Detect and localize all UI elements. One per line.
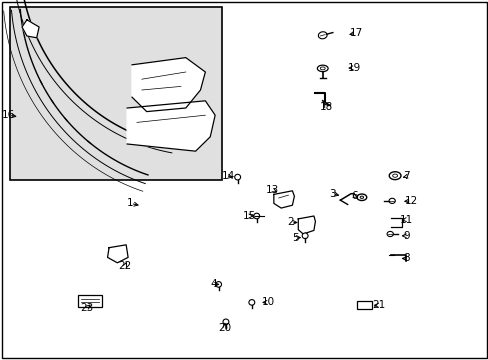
Text: 15: 15 (242, 211, 256, 221)
Polygon shape (127, 101, 215, 151)
Ellipse shape (253, 213, 259, 219)
Ellipse shape (234, 174, 240, 180)
Ellipse shape (317, 65, 327, 72)
Ellipse shape (215, 282, 221, 287)
Ellipse shape (320, 67, 325, 70)
Text: 6: 6 (351, 191, 358, 201)
Text: 5: 5 (292, 233, 299, 243)
Text: 14: 14 (222, 171, 235, 181)
Text: 21: 21 (371, 300, 385, 310)
FancyBboxPatch shape (78, 295, 102, 307)
Ellipse shape (392, 174, 397, 177)
Text: 1: 1 (127, 198, 134, 208)
Text: 9: 9 (403, 231, 409, 241)
Text: 12: 12 (404, 196, 418, 206)
Text: 3: 3 (328, 189, 335, 199)
Text: 17: 17 (348, 28, 362, 38)
Ellipse shape (223, 319, 228, 325)
Ellipse shape (248, 300, 254, 305)
Polygon shape (298, 216, 315, 234)
Text: 22: 22 (118, 261, 131, 271)
Text: 4: 4 (210, 279, 217, 289)
Polygon shape (132, 58, 205, 112)
Polygon shape (22, 20, 39, 38)
Ellipse shape (388, 198, 394, 203)
Polygon shape (107, 245, 128, 263)
Text: 13: 13 (265, 185, 279, 195)
Bar (10, 7, 222, 180)
Polygon shape (273, 191, 294, 208)
Text: 11: 11 (399, 215, 413, 225)
Text: 2: 2 (287, 217, 294, 228)
Text: 8: 8 (403, 253, 409, 264)
Text: 19: 19 (346, 63, 360, 73)
Ellipse shape (318, 32, 326, 39)
FancyBboxPatch shape (357, 301, 371, 309)
Ellipse shape (386, 231, 392, 237)
Text: 10: 10 (261, 297, 274, 307)
Text: 23: 23 (80, 303, 94, 313)
Text: 16: 16 (2, 110, 16, 120)
Text: 7: 7 (403, 171, 409, 181)
Ellipse shape (359, 196, 363, 198)
Text: 18: 18 (319, 102, 333, 112)
Text: 20: 20 (218, 323, 231, 333)
Ellipse shape (302, 233, 307, 239)
Ellipse shape (388, 172, 400, 180)
Ellipse shape (356, 194, 366, 201)
